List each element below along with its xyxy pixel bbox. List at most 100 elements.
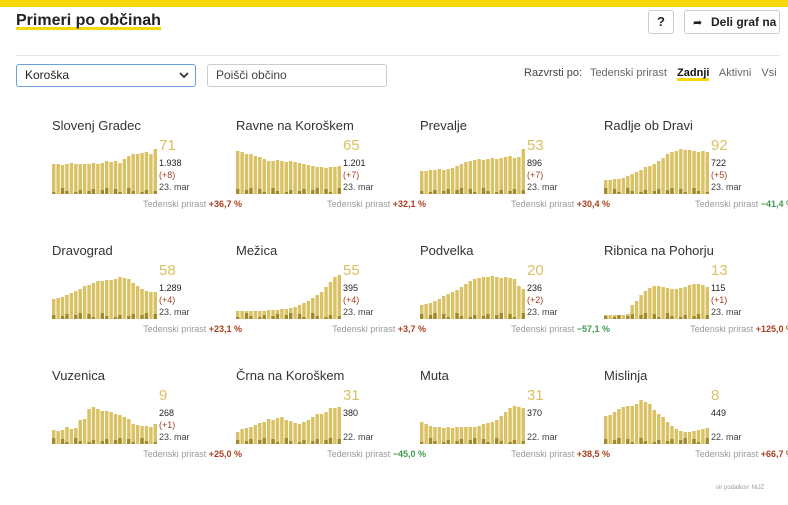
sparkline-bar bbox=[153, 424, 157, 444]
sparkline-new-cases-bar bbox=[337, 188, 341, 194]
weekly-growth-label: Tedenski prirast bbox=[511, 449, 575, 459]
municipality-card[interactable]: Radlje ob Dravi 92 722 (+5) 23. mar Tedenski … bbox=[604, 118, 788, 230]
municipality-card[interactable]: Muta 31 370 22. mar Tedenski prirast +38,5 % bbox=[420, 368, 610, 480]
municipality-card[interactable]: Ribnica na Pohorju 13 115 (+1) 23. mar Tedens… bbox=[604, 243, 788, 355]
sparkline-bar bbox=[140, 426, 144, 444]
municipality-card[interactable]: Podvelka 20 236 (+2) 23. mar Tedenski prirast… bbox=[420, 243, 610, 355]
municipality-card[interactable]: Dravograd 58 1.289 (+4) 23. mar Tedenski prir… bbox=[52, 243, 242, 355]
sparkline-new-cases-bar bbox=[262, 438, 266, 444]
region-select[interactable]: Koroška bbox=[16, 64, 196, 87]
sparkline-new-cases-bar bbox=[657, 189, 661, 194]
sparkline-new-cases-bar bbox=[289, 190, 293, 194]
active-cases-value: 8 bbox=[711, 387, 720, 404]
weekly-growth-label: Tedenski prirast bbox=[143, 199, 207, 209]
sparkline-bar bbox=[608, 315, 612, 319]
sparkline-new-cases-bar bbox=[692, 188, 696, 194]
municipality-card[interactable]: Mislinja 8 449 22. mar Tedenski prirast +66,… bbox=[604, 368, 788, 480]
sparkline-new-cases-bar bbox=[459, 316, 464, 319]
sparkline-bar bbox=[617, 179, 621, 194]
sparkline-new-cases-bar bbox=[52, 192, 56, 194]
date-label: 23. mar bbox=[159, 432, 190, 442]
sparkline-new-cases-bar bbox=[683, 438, 687, 444]
municipality-name: Dravograd bbox=[52, 243, 113, 258]
region-select-value: Koroška bbox=[25, 68, 70, 82]
sparkline-new-cases-bar bbox=[420, 442, 424, 444]
sparkline-new-cases-bar bbox=[679, 189, 683, 194]
sparkline-bar bbox=[297, 163, 302, 194]
sparkline-bar bbox=[266, 310, 271, 319]
share-button[interactable]: ➦ Deli graf na bbox=[684, 10, 780, 34]
sparkline-chart bbox=[52, 149, 157, 194]
sparkline-bar bbox=[639, 295, 643, 319]
sparkline-bar bbox=[442, 296, 446, 319]
sparkline-new-cases-bar bbox=[508, 191, 512, 194]
sparkline-new-cases-bar bbox=[315, 316, 319, 319]
municipality-card[interactable]: Vuzenica 9 268 (+1) 23. mar Tedenski prirast … bbox=[52, 368, 242, 480]
sparkline-bar bbox=[477, 278, 481, 319]
sparkline-chart bbox=[420, 149, 525, 194]
sparkline-new-cases-bar bbox=[140, 438, 144, 444]
sparkline-new-cases-bar bbox=[302, 440, 306, 444]
sparkline-bar bbox=[65, 427, 69, 444]
sparkline-chart bbox=[604, 400, 709, 444]
weekly-growth: Tedenski prirast +25,0 % bbox=[143, 449, 242, 459]
sparkline-new-cases-bar bbox=[639, 438, 643, 444]
sparkline-bar bbox=[144, 291, 149, 319]
active-cases-value: 13 bbox=[711, 262, 728, 279]
municipality-search-input[interactable]: Poišči občino bbox=[207, 64, 387, 87]
sparkline-new-cases-bar bbox=[87, 442, 91, 444]
sparkline-new-cases-bar bbox=[643, 313, 648, 319]
sparkline-new-cases-bar bbox=[275, 442, 280, 444]
sparkline-new-cases-bar bbox=[692, 316, 696, 319]
sparkline-new-cases-bar bbox=[508, 314, 512, 319]
municipality-name: Ribnica na Pohorju bbox=[604, 243, 714, 258]
sparkline-bar bbox=[701, 429, 705, 444]
date-label: 23. mar bbox=[527, 182, 558, 192]
municipality-name: Podvelka bbox=[420, 243, 474, 258]
weekly-growth-label: Tedenski prirast bbox=[327, 199, 391, 209]
sparkline-new-cases-bar bbox=[612, 317, 617, 319]
sparkline-bar bbox=[442, 428, 446, 444]
sparkline-bar bbox=[91, 283, 96, 319]
sparkline-bar bbox=[692, 431, 696, 444]
date-label: 22. mar bbox=[711, 432, 742, 442]
sparkline-bar bbox=[87, 164, 91, 194]
date-label: 23. mar bbox=[159, 182, 190, 192]
sparkline-bar bbox=[333, 277, 337, 319]
sparkline-bar bbox=[293, 307, 297, 319]
sparkline-bar bbox=[280, 417, 284, 444]
sparkline-new-cases-bar bbox=[639, 315, 643, 319]
municipality-name: Radlje ob Dravi bbox=[604, 118, 693, 133]
sparkline-new-cases-bar bbox=[442, 191, 446, 194]
sparkline-bar bbox=[306, 165, 311, 194]
weekly-growth-label: Tedenski prirast bbox=[695, 449, 759, 459]
sparkline-bar bbox=[302, 164, 306, 194]
sparkline-bar bbox=[455, 290, 459, 319]
sparkline-new-cases-bar bbox=[665, 313, 670, 319]
total-cases-value: 1.201 bbox=[343, 158, 366, 168]
sparkline-new-cases-bar bbox=[258, 440, 262, 444]
municipality-card[interactable]: Mežica 55 395 (+4) 23. mar Tedenski prirast +… bbox=[236, 243, 426, 355]
sort-option-latest[interactable]: Zadnji bbox=[677, 67, 710, 79]
chevron-down-icon bbox=[178, 65, 190, 94]
sort-option-all[interactable]: Vsi bbox=[761, 67, 777, 79]
municipality-card[interactable]: Slovenj Gradec 71 1.938 (+8) 23. mar Tedenski… bbox=[52, 118, 242, 230]
help-button[interactable]: ? bbox=[648, 10, 674, 34]
municipality-card[interactable]: Prevalje 53 896 (+7) 23. mar Tedenski prirast… bbox=[420, 118, 610, 230]
sparkline-bar bbox=[508, 278, 512, 319]
sparkline-bar bbox=[69, 163, 74, 194]
sparkline-bar bbox=[455, 166, 459, 194]
municipality-card[interactable]: Črna na Koroškem 31 380 22. mar Tedenski pri… bbox=[236, 368, 426, 480]
weekly-growth-value: +23,1 % bbox=[208, 324, 242, 334]
municipality-card[interactable]: Ravne na Koroškem 65 1.201 (+7) 23. mar Teden… bbox=[236, 118, 426, 230]
sparkline-bar bbox=[131, 154, 135, 194]
sort-option-weekly[interactable]: Tedenski prirast bbox=[589, 67, 667, 79]
sparkline-bar bbox=[262, 159, 266, 194]
sparkline-chart bbox=[236, 407, 341, 444]
sparkline-bar bbox=[428, 170, 433, 194]
sort-option-active[interactable]: Aktivni bbox=[718, 67, 752, 79]
sparkline-new-cases-bar bbox=[284, 438, 288, 444]
sparkline-new-cases-bar bbox=[60, 188, 65, 194]
sparkline-new-cases-bar bbox=[262, 192, 266, 194]
sparkline-bar bbox=[657, 161, 661, 194]
